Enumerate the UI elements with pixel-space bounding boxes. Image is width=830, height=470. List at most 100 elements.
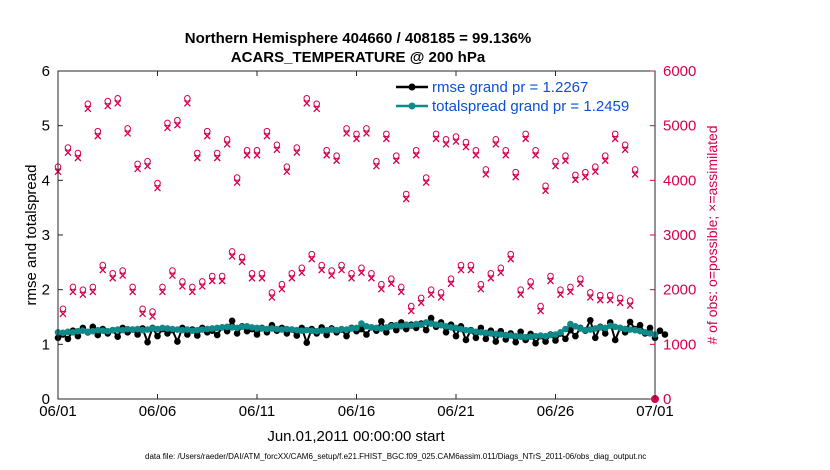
obs-possible-point (601, 152, 609, 160)
plot-area (58, 71, 655, 399)
rmse-point (393, 326, 400, 334)
totalspread-point (129, 326, 136, 333)
totalspread-point (577, 325, 584, 332)
obs-possible-point (368, 269, 375, 277)
rmse-point (213, 331, 221, 339)
obs-possible-point (248, 269, 256, 277)
totalspread-point (397, 322, 405, 330)
totalspread-point (208, 325, 216, 332)
obs-possible-point (139, 305, 146, 313)
obs-assimilated-point (362, 129, 370, 137)
obs-assimilated-point (497, 269, 505, 277)
obs-possible-point (124, 125, 131, 132)
totalspread-point (631, 326, 639, 334)
totalspread-point (363, 322, 370, 330)
obs-possible-point (328, 267, 335, 274)
obs-possible-point (393, 152, 400, 160)
totalspread-point (587, 326, 594, 333)
obs-assimilated-point (631, 170, 639, 178)
rmse-point (94, 331, 102, 339)
obs-possible-point (482, 166, 490, 173)
obs-assimilated-point (283, 168, 291, 176)
rmse-point (422, 326, 430, 334)
totalspread-point (427, 320, 435, 327)
obs-assimilated-point (218, 277, 226, 285)
obs-assimilated-point (109, 274, 117, 282)
totalspread-point (641, 329, 649, 336)
obs-assimilated-point (547, 277, 554, 285)
rmse-point (383, 329, 390, 336)
rmse-point (303, 339, 311, 346)
totalspread-point (139, 326, 146, 334)
x-tick-label: 06/11 (239, 403, 275, 420)
totalspread-point (328, 326, 335, 333)
obs-possible-point (611, 130, 619, 138)
obs-assimilated-point (392, 157, 400, 165)
obs-possible-point (94, 127, 102, 135)
totalspread-point (298, 327, 306, 334)
obs-assimilated-point (313, 105, 321, 113)
rmse-point (363, 331, 370, 338)
chart-subtitle: ACARS_TEMPERATURE @ 200 hPa (231, 49, 486, 66)
totalspread-point (169, 325, 176, 333)
obs-assimilated-point (407, 307, 415, 315)
x-axis: 06/01 06/06 06/11 06/16 06/21 06/26 07/01 (39, 71, 674, 420)
y2-tick-label: 6000 (663, 63, 696, 80)
rmse-point (174, 338, 181, 345)
obs-assimilated-point (492, 140, 500, 148)
totalspread-point (472, 328, 480, 336)
rmse-point (184, 331, 191, 338)
obs-possible-point (253, 146, 261, 154)
totalspread-point (616, 324, 624, 332)
totalspread-point (487, 330, 495, 337)
obs-possible-point (59, 305, 67, 313)
obs-possible-point (283, 163, 291, 170)
totalspread-point (393, 321, 400, 329)
totalspread-point (134, 325, 141, 333)
obs-assimilated-point (512, 173, 520, 181)
totalspread-point (567, 320, 574, 328)
obs-assimilated-point (596, 296, 604, 304)
rmse-point (656, 327, 664, 334)
obs-assimilated-point (382, 135, 390, 143)
legend-label-spread: totalspread grand pr = 1.2459 (432, 98, 629, 115)
obs-possible-point (268, 289, 276, 296)
obs-possible-point (144, 157, 151, 165)
totalspread-point (184, 326, 191, 333)
totalspread-point (84, 328, 92, 336)
obs-assimilated-point (348, 274, 355, 282)
obs-assimilated-point (104, 102, 112, 110)
rmse-point (134, 331, 141, 338)
obs-possible-point (412, 146, 420, 154)
obs-possible-point (522, 130, 529, 138)
y2-tick-label: 3000 (663, 227, 696, 244)
totalspread-point (432, 321, 440, 328)
obs-assimilated-point (268, 293, 276, 301)
rmse-point (144, 338, 151, 346)
obs-assimilated-point (457, 266, 465, 274)
rmse-point (562, 335, 569, 343)
y-tick-label: 5 (42, 118, 50, 135)
totalspread-point (59, 329, 67, 337)
obs-assimilated-point (173, 121, 181, 129)
obs-assimilated-point (586, 293, 594, 301)
obs-assimilated-point (253, 151, 261, 159)
obs-possible-point (228, 248, 236, 255)
obs-possible-point (621, 141, 629, 149)
rmse-point (646, 324, 654, 332)
obs-assimilated-point (159, 288, 166, 296)
obs-possible-point (149, 308, 156, 315)
rmse-point (601, 330, 609, 337)
y2-axis-label: # of obs: o=possible; ×=assimilated (704, 125, 720, 344)
obs-possible-point (223, 136, 231, 143)
obs-assimilated-point (517, 291, 525, 299)
obs-assimilated-point (447, 280, 455, 288)
totalspread-point (223, 323, 231, 331)
obs-assimilated-point (442, 140, 450, 148)
totalspread-point (412, 320, 420, 328)
obs-possible-point (552, 157, 559, 165)
totalspread-point (373, 324, 380, 332)
rmse-point (343, 332, 350, 340)
obs-possible-point (502, 146, 510, 154)
obs-possible-point (527, 278, 534, 285)
